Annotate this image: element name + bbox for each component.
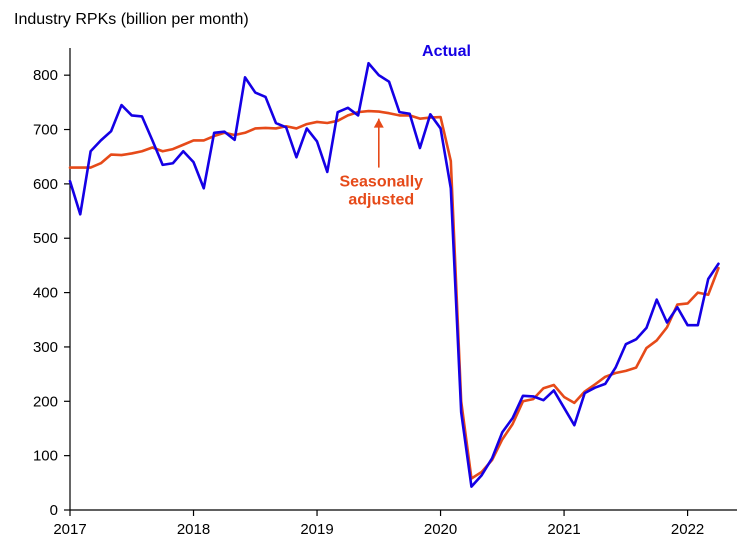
series-label-seasonally-adjusted: Seasonallyadjusted	[339, 174, 423, 209]
y-tick-label: 700	[33, 122, 58, 139]
y-tick-label: 300	[33, 339, 58, 356]
y-tick-label: 600	[33, 176, 58, 193]
x-tick-label: 2019	[300, 521, 333, 538]
y-tick-label: 100	[33, 448, 58, 465]
x-tick-label: 2021	[547, 521, 580, 538]
y-tick-label: 500	[33, 230, 58, 247]
chart-svg: Industry RPKs (billion per month) 0 100 200…	[0, 0, 754, 549]
y-tick-label: 400	[33, 285, 58, 302]
y-tick-label: 200	[33, 393, 58, 410]
x-tick-label: 2020	[424, 521, 457, 538]
x-tick-label: 2022	[671, 521, 704, 538]
y-tick-label: 800	[33, 67, 58, 84]
series-label-actual: Actual	[422, 43, 471, 60]
y-tick-label: 0	[50, 502, 58, 519]
x-tick-label: 2018	[177, 521, 210, 538]
x-tick-label: 2017	[53, 521, 86, 538]
rpk-line-chart: Industry RPKs (billion per month) 0 100 200…	[0, 0, 754, 549]
chart-title: Industry RPKs (billion per month)	[14, 11, 249, 28]
